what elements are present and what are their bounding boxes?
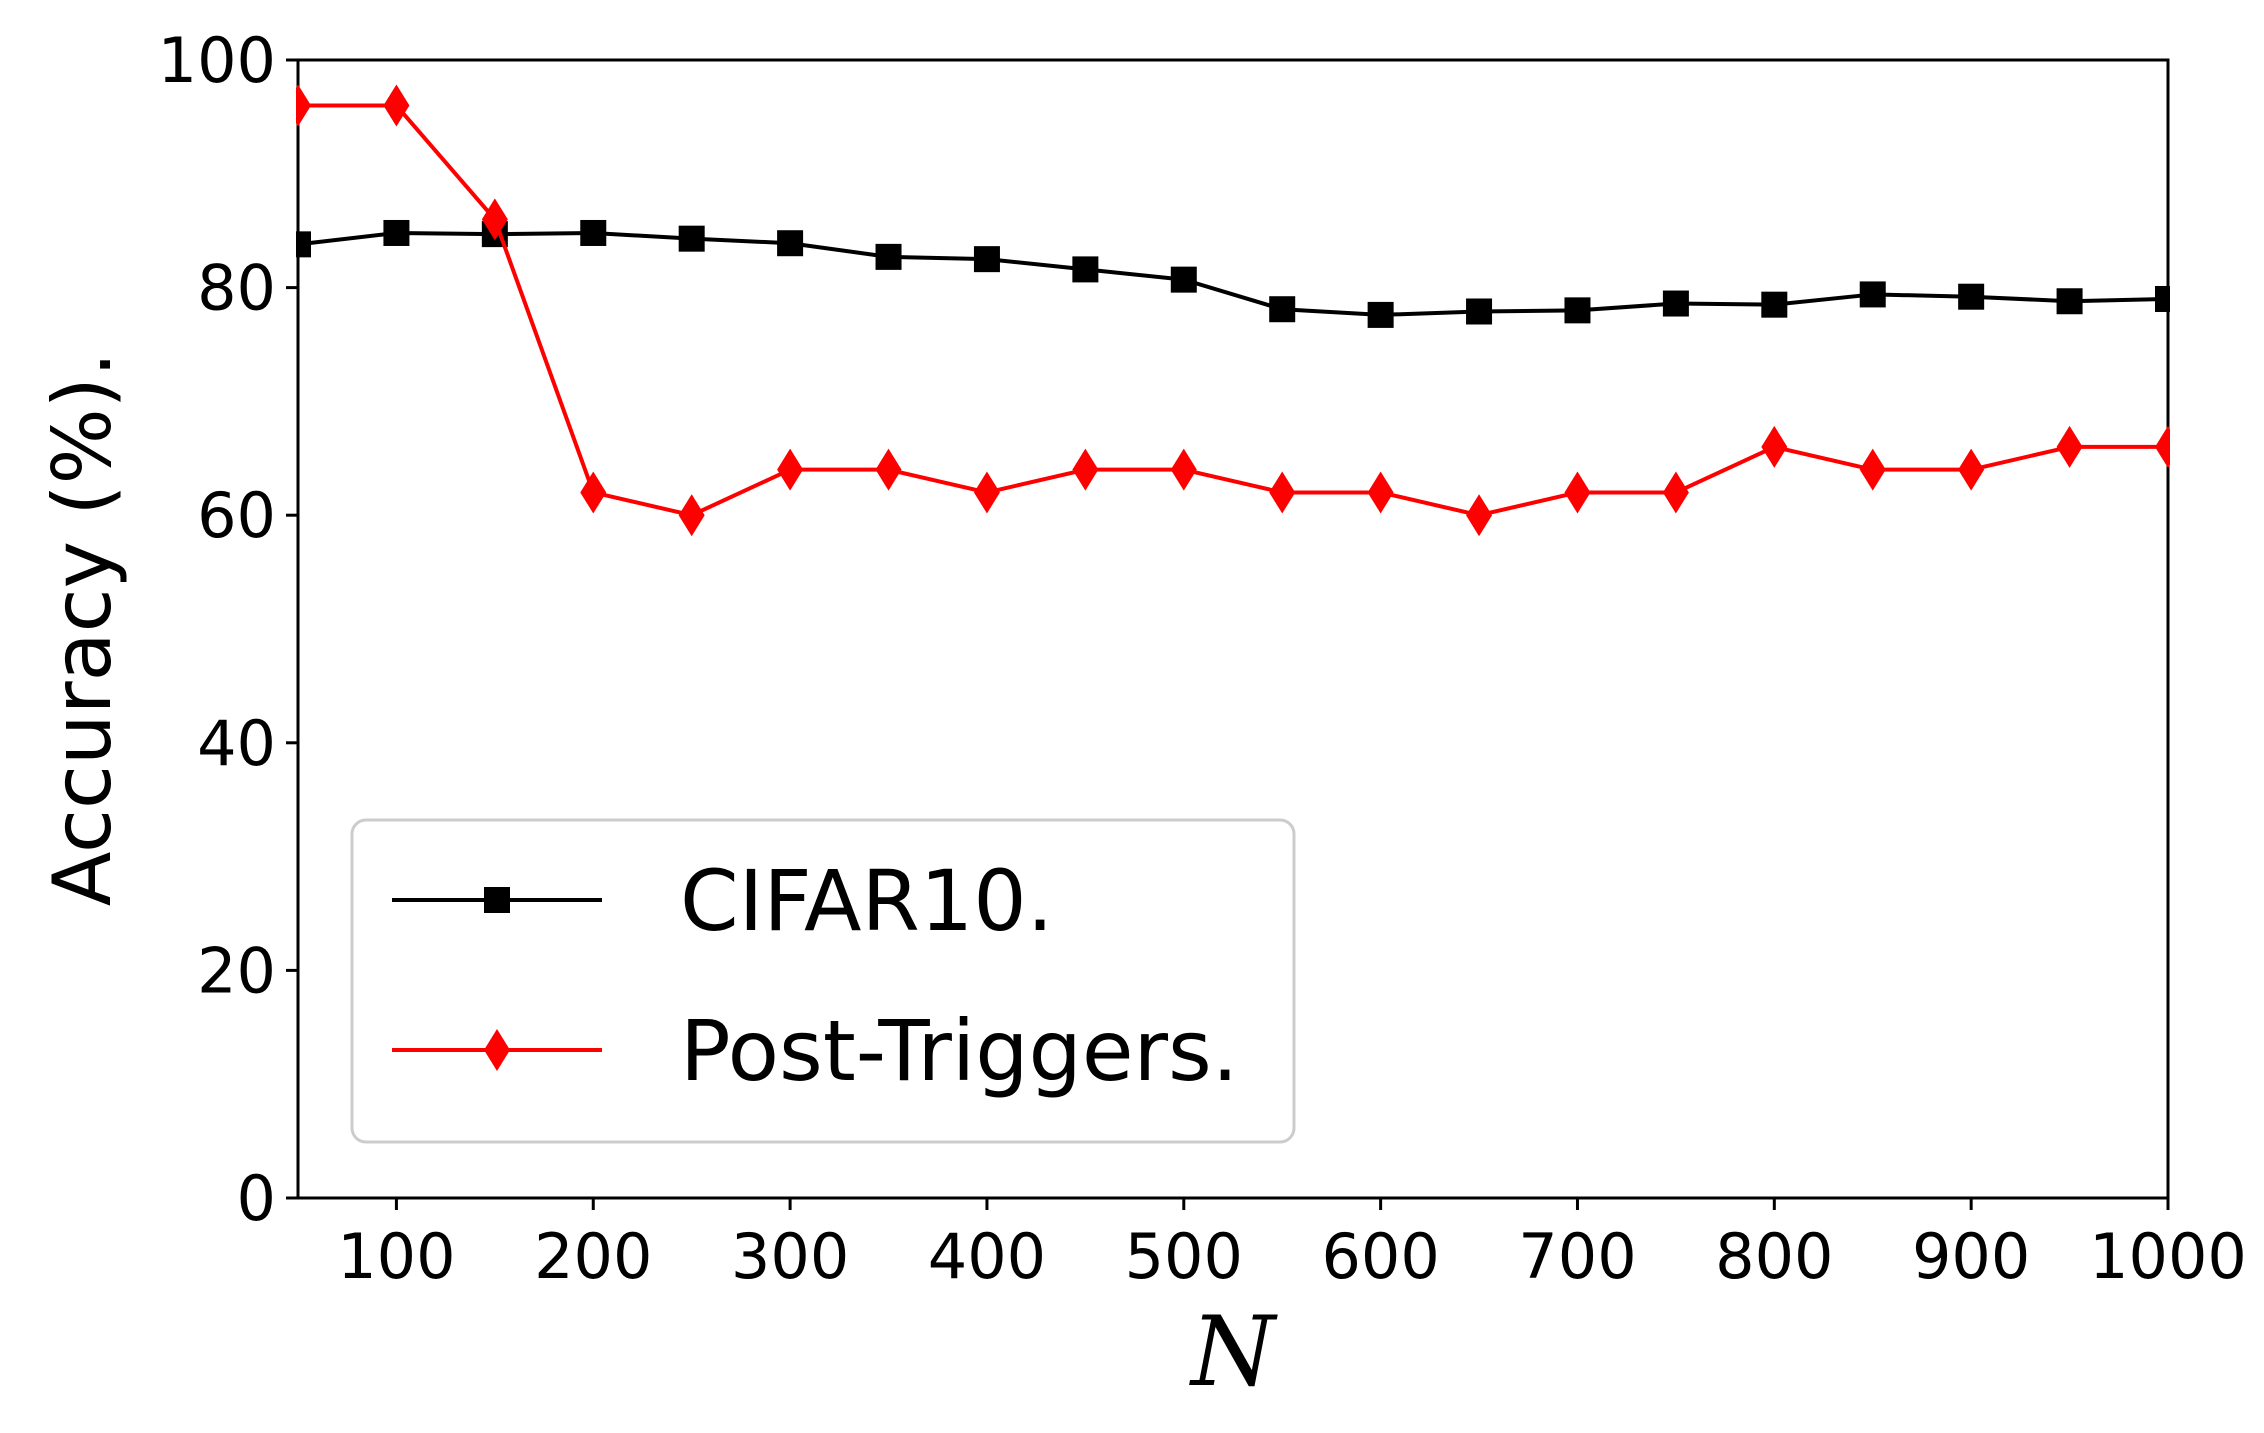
y-axis-title: Accuracy (%). <box>36 352 129 907</box>
data-point <box>1564 297 1591 324</box>
data-point <box>1859 281 1886 308</box>
data-point <box>1859 448 1886 491</box>
data-point <box>1269 296 1296 323</box>
series-post-triggers <box>296 84 2170 537</box>
x-tick-label: 400 <box>928 1220 1046 1293</box>
x-tick-label: 600 <box>1321 1220 1439 1293</box>
data-point <box>580 471 607 514</box>
x-tick-label: 800 <box>1715 1220 1833 1293</box>
x-tick-label: 300 <box>731 1220 849 1293</box>
data-point <box>973 471 1000 514</box>
data-point <box>1072 448 1099 491</box>
x-tick-label: 100 <box>337 1220 455 1293</box>
data-point <box>1367 471 1394 514</box>
series-line <box>298 103 2168 518</box>
data-point <box>296 84 311 127</box>
data-point <box>1958 448 1985 491</box>
x-tick-label: 700 <box>1518 1220 1636 1293</box>
data-point <box>678 225 705 252</box>
data-point <box>777 448 804 491</box>
y-tick-label: 80 <box>197 252 276 325</box>
data-point <box>1367 301 1394 328</box>
y-tick-label: 40 <box>197 707 276 780</box>
x-tick-label: 500 <box>1125 1220 1243 1293</box>
data-point <box>481 198 508 241</box>
plot-frame <box>296 58 2170 1200</box>
series-line <box>297 230 2169 317</box>
data-point <box>1269 471 1296 514</box>
y-tick-label: 60 <box>197 479 276 552</box>
data-point <box>1170 448 1197 491</box>
x-tick-label: 900 <box>1912 1220 2030 1293</box>
data-point <box>875 243 902 270</box>
data-point <box>2056 288 2083 315</box>
series-cifar10 <box>296 219 2170 328</box>
data-point <box>580 219 607 246</box>
legend-item: Post-Triggers. <box>392 1002 1239 1100</box>
data-point <box>383 84 410 127</box>
y-tick-label: 100 <box>158 24 276 97</box>
data-point <box>2155 285 2170 312</box>
x-tick-label: 200 <box>534 1220 652 1293</box>
data-point <box>678 494 705 537</box>
data-point <box>2056 425 2083 468</box>
data-point <box>296 231 311 258</box>
legend-item: CIFAR10. <box>392 852 1053 950</box>
x-axis: 100 200 300 400 500 600 700 800 900 1000 <box>337 1198 2247 1293</box>
legend: CIFAR10. Post-Triggers. <box>350 818 1296 1144</box>
data-point <box>1072 256 1099 283</box>
data-point <box>973 246 1000 273</box>
y-tick-label: 20 <box>197 934 276 1007</box>
data-point <box>383 219 410 246</box>
data-point <box>2155 425 2170 468</box>
data-point <box>1564 471 1591 514</box>
series-layer <box>296 84 2170 537</box>
x-axis-title: N <box>1189 1296 1278 1408</box>
x-tick-label: 1000 <box>2089 1220 2247 1293</box>
y-axis: 0 20 40 60 80 100 <box>158 24 298 1235</box>
data-point <box>1170 266 1197 293</box>
legend-label: Post-Triggers. <box>680 1002 1239 1100</box>
y-tick-label: 0 <box>237 1162 276 1235</box>
data-point <box>1761 291 1788 318</box>
data-point <box>1662 471 1689 514</box>
data-point <box>1466 298 1493 325</box>
legend-marker <box>484 1029 510 1071</box>
legend-label: CIFAR10. <box>680 852 1053 950</box>
data-point <box>1761 425 1788 468</box>
data-point <box>875 448 902 491</box>
legend-marker <box>484 887 510 913</box>
data-point <box>1466 494 1493 537</box>
data-point <box>1958 283 1985 310</box>
plot-area <box>296 58 2170 1200</box>
data-point <box>777 230 804 257</box>
data-point <box>1662 290 1689 317</box>
